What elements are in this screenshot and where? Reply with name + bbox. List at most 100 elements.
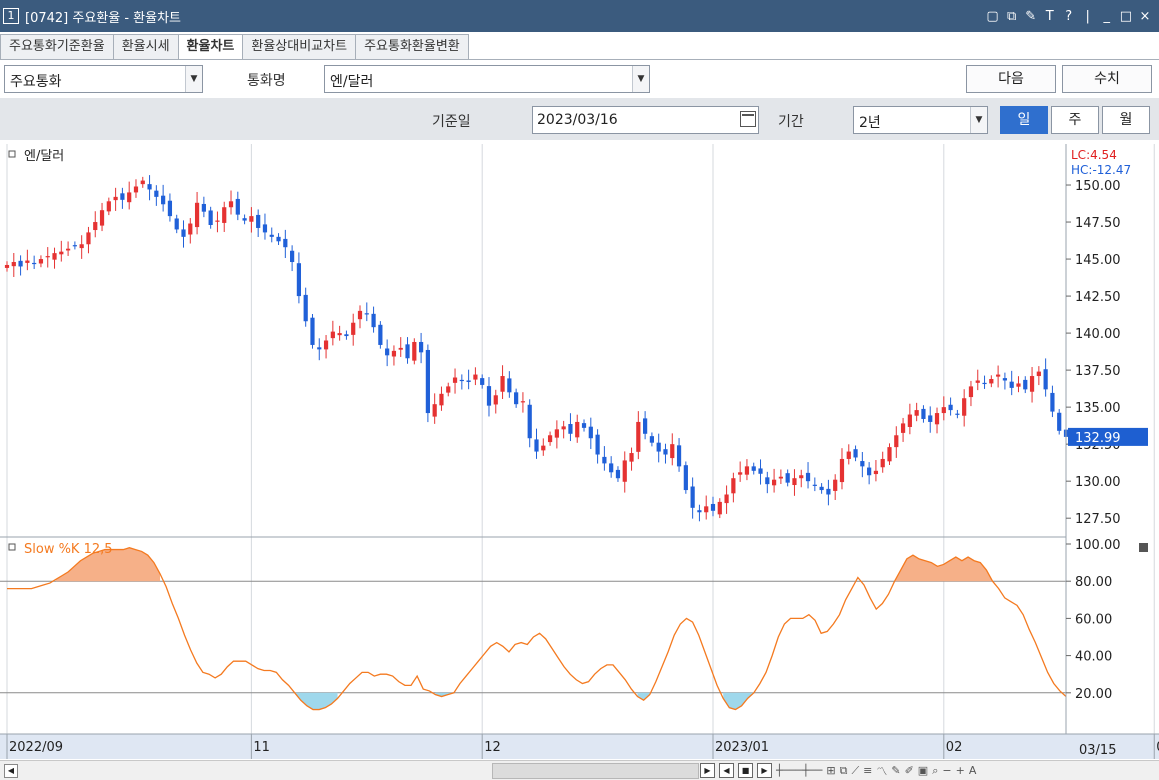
candle-body (432, 404, 437, 417)
candle (609, 456, 614, 478)
candle (894, 426, 899, 458)
draw-icon[interactable]: ✎ (891, 764, 901, 777)
x-axis-end-band (1066, 734, 1159, 759)
candle-body (18, 260, 23, 267)
candle (921, 405, 926, 423)
candle (262, 213, 268, 240)
stop-icon[interactable]: ■ (738, 763, 753, 778)
candle (127, 181, 132, 210)
font-icon[interactable]: T (1045, 8, 1054, 24)
ruler-icon[interactable]: ┼───┼── (776, 764, 823, 777)
candle-body (690, 486, 695, 508)
candle-body (975, 380, 980, 383)
pin-icon[interactable]: ✎ (1025, 8, 1037, 24)
candle (975, 369, 980, 391)
tab-compare-chart[interactable]: 환율상대비교차트 (242, 34, 357, 59)
restore-icon[interactable]: ▢ (986, 8, 999, 24)
candle-body (873, 470, 879, 475)
pen-icon[interactable]: ✐ (904, 764, 914, 777)
candle-body (276, 236, 281, 242)
calendar-icon[interactable] (740, 111, 756, 127)
candle-body (296, 263, 302, 297)
zoom-in-icon[interactable]: + (955, 764, 965, 777)
candle (615, 466, 621, 482)
candle-body (201, 203, 206, 212)
last-icon[interactable]: ▶ (757, 763, 772, 778)
trend-line-icon[interactable]: ⟋ (851, 763, 860, 777)
panel-close-icon[interactable] (1139, 543, 1148, 552)
chevron-down-icon[interactable]: ▼ (970, 107, 987, 133)
chevron-down-icon[interactable]: ▼ (185, 66, 202, 92)
x-tick-label: 11 (253, 740, 270, 755)
candle (38, 255, 44, 268)
candle-body (473, 374, 478, 380)
value-button[interactable]: 수치 (1062, 65, 1152, 93)
candle (914, 402, 919, 422)
candle-body (1009, 381, 1014, 388)
zigzag-icon[interactable]: 〽 (876, 764, 888, 778)
candle-body (948, 404, 953, 411)
candle-body (337, 333, 342, 336)
y-tick-label: 140.00 (1075, 327, 1121, 342)
copy-icon[interactable]: ⧉ (1007, 8, 1017, 24)
x-axis-band (0, 734, 1066, 759)
candle-body (385, 348, 390, 356)
horizontal-scrollbar[interactable]: ◀ ▶ ◀ ■ ▶ ┼───┼── ⊞ ⧉ ⟋ ≡ 〽 ✎ ✐ ▣ ⌕ − + … (0, 760, 1159, 780)
candle (1036, 366, 1041, 386)
maximize-icon[interactable]: □ (1119, 8, 1132, 24)
candle-body (860, 461, 865, 467)
candle (771, 468, 777, 493)
add-chart-icon[interactable]: ⊞ (826, 764, 836, 777)
tab-converter[interactable]: 주요통화환율변환 (355, 34, 469, 59)
interval-day-button[interactable]: 일 (1000, 106, 1048, 134)
candle (391, 345, 397, 366)
candle (663, 443, 668, 464)
candle-body (771, 479, 777, 486)
group-select[interactable]: 주요통화 ▼ (4, 65, 203, 93)
play-icon[interactable]: ▶ (700, 763, 715, 778)
candle-body (99, 210, 105, 226)
help-icon[interactable]: ? (1065, 8, 1073, 24)
candle-body (704, 506, 709, 513)
chevron-down-icon[interactable]: ▼ (632, 66, 649, 92)
screenshot-icon[interactable]: ▣ (917, 764, 929, 777)
candle (296, 252, 302, 304)
candle (731, 472, 736, 503)
candle (194, 191, 200, 235)
zoom-out-icon[interactable]: − (942, 764, 952, 777)
candle (1029, 367, 1035, 403)
tab-major-rates[interactable]: 주요통화기준환율 (0, 34, 114, 59)
candle (466, 369, 471, 390)
candle-body (867, 467, 872, 476)
auto-scale-icon[interactable]: A (968, 764, 977, 777)
interval-month-button[interactable]: 월 (1102, 106, 1150, 134)
zoom-icon[interactable]: ⌕ (932, 763, 939, 777)
period-select[interactable]: 2년 ▼ (853, 106, 988, 134)
currency-select[interactable]: 엔/달러 ▼ (324, 65, 650, 93)
candle (167, 193, 173, 222)
date-input[interactable]: 2023/03/16 (532, 106, 759, 134)
chart-area[interactable]: 2022/09 11 12 2023/01 02 03 150.00 147.50 145.00… (0, 144, 1159, 759)
candle (412, 338, 417, 365)
scroll-thumb[interactable] (492, 763, 699, 779)
fibonacci-icon[interactable]: ≡ (863, 764, 873, 777)
scroll-left-icon[interactable]: ◀ (4, 764, 18, 778)
interval-week-button[interactable]: 주 (1051, 106, 1099, 134)
candle (378, 321, 383, 349)
candle-body (853, 449, 858, 458)
first-icon[interactable]: ◀ (719, 763, 734, 778)
copy-chart-icon[interactable]: ⧉ (839, 763, 848, 777)
tab-quotes[interactable]: 환율시세 (112, 34, 179, 59)
next-button[interactable]: 다음 (966, 65, 1056, 93)
candle (418, 332, 424, 364)
candle (962, 389, 967, 427)
y-tick-label: 135.00 (1075, 401, 1121, 416)
minimize-icon[interactable]: _ (1103, 8, 1110, 24)
tab-chart[interactable]: 환율차트 (177, 34, 244, 60)
candle-body (534, 439, 539, 452)
candle-body (697, 510, 702, 513)
close-icon[interactable]: × (1139, 8, 1151, 24)
candle (222, 201, 227, 232)
candle-body (656, 442, 661, 452)
candle-body (527, 404, 532, 439)
